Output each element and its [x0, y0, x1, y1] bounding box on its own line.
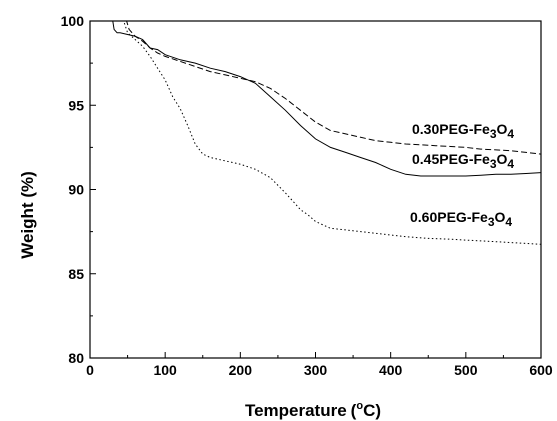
x-tick-label: 100 — [153, 362, 177, 378]
x-tick-label: 600 — [529, 362, 553, 378]
y-tick-label: 80 — [68, 350, 84, 366]
x-tick-label: 500 — [454, 362, 478, 378]
x-tick-label: 400 — [379, 362, 403, 378]
series-label-1: 0.30PEG-Fe3O4 — [412, 121, 514, 141]
series-line-2 — [112, 21, 541, 177]
y-axis: 80 85 90 95 100 — [61, 13, 96, 366]
y-tick-label: 85 — [68, 266, 84, 282]
x-axis-unit-degree: o — [356, 400, 363, 412]
series-layer — [112, 21, 541, 245]
y-tick-label: 90 — [68, 182, 84, 198]
x-axis: 0 100 200 300 400 500 600 — [86, 352, 553, 378]
plot-border — [89, 20, 542, 359]
x-axis-unit-close: C) — [363, 401, 381, 420]
x-tick-label: 0 — [86, 362, 94, 378]
series-label-layer: 0.30PEG-Fe3O4 0.45PEG-Fe3O4 0.60PEG-Fe3O4 — [410, 121, 514, 229]
y-axis-title: Weight (%) — [18, 171, 37, 259]
x-axis-unit-open: ( — [351, 401, 357, 420]
y-tick-label: 95 — [68, 97, 84, 113]
x-axis-title: Temperature (oC) — [245, 400, 381, 420]
series-label-2: 0.45PEG-Fe3O4 — [412, 151, 514, 171]
x-tick-label: 300 — [304, 362, 328, 378]
series-label-3: 0.60PEG-Fe3O4 — [410, 209, 512, 229]
plot-frame — [89, 20, 542, 359]
series-line-1 — [126, 21, 541, 155]
y-tick-label: 100 — [61, 13, 85, 29]
x-tick-label: 200 — [229, 362, 253, 378]
x-axis-title-text: Temperature — [245, 401, 347, 420]
